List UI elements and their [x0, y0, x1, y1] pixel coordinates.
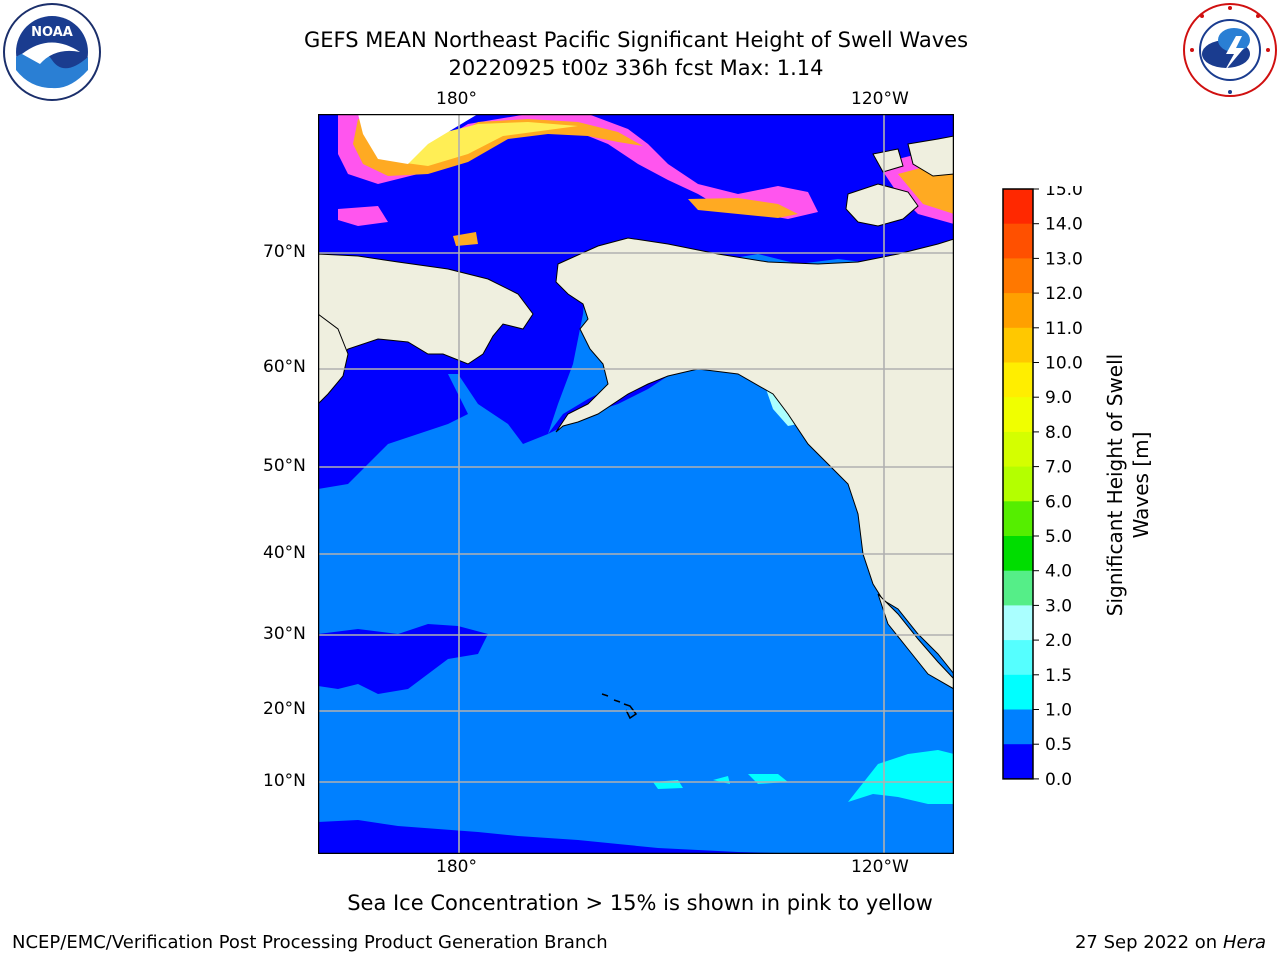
- land-siberia: [317, 253, 534, 378]
- colorbar-segment: [1003, 605, 1033, 641]
- colorbar-tick-label: 4.0: [1045, 562, 1072, 582]
- colorbar-segment: [1003, 466, 1033, 502]
- noaa-logo: NOAA: [0, 2, 104, 102]
- colorbar-segment: [1003, 674, 1033, 710]
- colorbar-segment: [1003, 570, 1033, 606]
- lat-label-70n: 70°N: [263, 242, 306, 262]
- lat-label-10n: 10°N: [263, 771, 306, 791]
- lat-label-30n: 30°N: [263, 624, 306, 644]
- ocean-subtropic-low: [318, 624, 488, 694]
- colorbar-tick-label: 10.0: [1045, 354, 1083, 374]
- colorbar-tick-label: 0.0: [1045, 770, 1072, 786]
- colorbar-segment: [1003, 640, 1033, 676]
- colorbar-tick-label: 13.0: [1045, 249, 1083, 269]
- sea-ice-ne-orange: [898, 166, 954, 214]
- colorbar-tick-label: 6.0: [1045, 492, 1072, 512]
- colorbar-frame: [1002, 188, 1034, 780]
- map-panel: [317, 113, 955, 855]
- lon-label-bottom-120w: 120°W: [851, 857, 909, 877]
- land-north-america: [555, 237, 955, 676]
- colorbar-tick-label: 2.0: [1045, 631, 1072, 651]
- sea-ice-caption: Sea Ice Concentration > 15% is shown in …: [347, 891, 933, 915]
- chart-subtitle: 20220925 t00z 336h fcst Max: 1.14: [448, 56, 824, 80]
- colorbar-segment: [1003, 362, 1033, 398]
- ocean-west-low: [318, 354, 468, 489]
- lon-label-top-120w: 120°W: [851, 89, 909, 109]
- colorbar-segment: [1003, 744, 1033, 780]
- lon-label-top-180: 180°: [436, 89, 477, 109]
- footer-machine: Hera: [1222, 932, 1266, 953]
- colorbar-segment: [1003, 327, 1033, 363]
- colorbar-tick-label: 12.0: [1045, 284, 1083, 304]
- colorbar-tick-label: 1.0: [1045, 701, 1072, 721]
- sea-ice-white: [358, 114, 478, 164]
- colorbar-tick-label: 8.0: [1045, 423, 1072, 443]
- colorbar-segment: [1003, 536, 1033, 572]
- colorbar-label-line2: Waves [m]: [1129, 431, 1153, 539]
- colorbar-tick-label: 11.0: [1045, 319, 1083, 339]
- graticule: [318, 114, 954, 854]
- colorbar-tick-label: 9.0: [1045, 388, 1072, 408]
- colorbar-tick-label: 1.5: [1045, 666, 1072, 686]
- colorbar-tick-label: 5.0: [1045, 527, 1072, 547]
- land-arctic-island-1: [845, 183, 919, 227]
- ocean-south-low: [318, 820, 818, 854]
- colorbar-label-line1: Significant Height of Swell: [1103, 353, 1127, 617]
- colorbar-segment: [1003, 223, 1033, 259]
- sea-ice-yellow: [378, 122, 578, 166]
- land-hawaii: [601, 693, 638, 720]
- lat-label-60n: 60°N: [263, 357, 306, 377]
- lat-label-50n: 50°N: [263, 456, 306, 476]
- colorbar-segment: [1003, 501, 1033, 537]
- colorbar-segment: [1003, 189, 1033, 225]
- colorbar-segment: [1003, 293, 1033, 329]
- colorbar-segment: [1003, 709, 1033, 745]
- colorbar-segment: [1003, 431, 1033, 468]
- colorbar-tick-label: 7.0: [1045, 458, 1072, 478]
- nws-logo: [1182, 2, 1278, 98]
- sea-ice-east: [688, 198, 798, 218]
- lat-label-40n: 40°N: [263, 543, 306, 563]
- land-arctic-island-3: [872, 148, 904, 173]
- footer-branch: NCEP/EMC/Verification Post Processing Pr…: [12, 932, 608, 953]
- colorbar-tick-label: 3.0: [1045, 596, 1072, 616]
- lat-label-20n: 20°N: [263, 699, 306, 719]
- sea-ice-small-1: [338, 206, 388, 226]
- colorbar-tick-label: 15.0: [1045, 186, 1083, 200]
- chart-title: GEFS MEAN Northeast Pacific Significant …: [303, 28, 969, 52]
- colorbar-tick-label: 14.0: [1045, 215, 1083, 235]
- swell-cyan-east: [848, 750, 954, 804]
- lon-label-bottom-180: 180°: [436, 857, 477, 877]
- colorbar-segment: [1003, 397, 1033, 433]
- footer-date: 27 Sep 2022 on: [1074, 932, 1218, 953]
- noaa-logo-text: NOAA: [31, 25, 73, 40]
- footer-timestamp: 27 Sep 2022 on Hera: [1075, 932, 1266, 953]
- colorbar-tick-label: 0.5: [1045, 735, 1072, 755]
- colorbar-segment: [1003, 258, 1033, 294]
